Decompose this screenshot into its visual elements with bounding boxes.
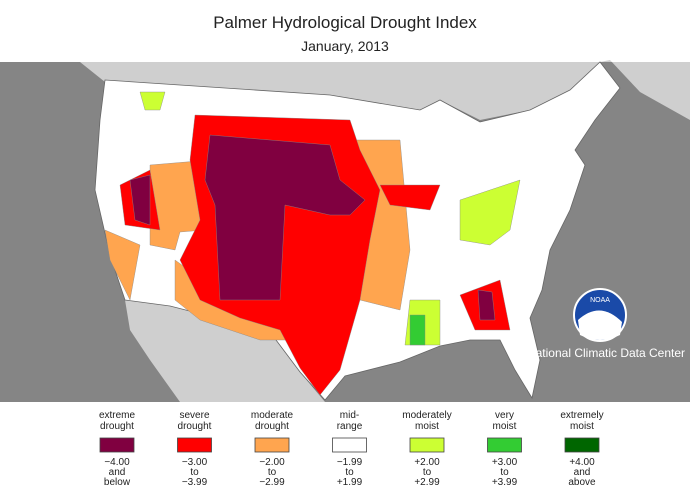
legend-swatch: [99, 437, 135, 453]
subtitle: January, 2013: [301, 38, 389, 54]
region-moderately-moist: [459, 179, 521, 246]
legend-label: extreme: [99, 410, 136, 421]
legend-range: +3.00: [492, 457, 518, 468]
legend-label: moist: [570, 421, 594, 432]
region-extreme: [204, 134, 366, 301]
legend-swatch: [332, 437, 367, 453]
legend-label: very: [495, 410, 514, 421]
legend-swatch: [564, 437, 600, 453]
legend-label: moderate: [251, 410, 294, 421]
legend-range: to: [345, 467, 354, 478]
legend-range: +1.99: [337, 477, 363, 488]
region-severe: [379, 184, 441, 211]
region-extreme: [477, 289, 496, 321]
legend-label: drought: [255, 421, 289, 432]
legend-range: −3.99: [182, 477, 208, 488]
legend-label: extremely: [560, 410, 603, 421]
legend-range: −1.99: [337, 457, 363, 468]
title: Palmer Hydrological Drought Index: [213, 13, 477, 32]
legend-range: −2.00: [259, 457, 285, 468]
legend-range: −4.00: [104, 457, 130, 468]
mexico: [125, 300, 325, 402]
legend-range: below: [104, 477, 131, 488]
legend-range: to: [268, 467, 277, 478]
legend-label: drought: [178, 421, 212, 432]
legend-range: and: [109, 467, 126, 478]
legend-range: −2.99: [259, 477, 285, 488]
map: NOAA National Climatic Data Center: [0, 60, 690, 402]
legend-range: +4.00: [569, 457, 595, 468]
noaa-logo: NOAA: [573, 288, 627, 342]
legend-range: +3.99: [492, 477, 518, 488]
legend-range: to: [423, 467, 432, 478]
legend-swatch: [254, 437, 290, 453]
legend-label: moderately: [402, 410, 451, 421]
canada: [80, 60, 690, 120]
legend-swatch: [177, 437, 212, 453]
region-very-moist: [409, 314, 426, 346]
credit: National Climatic Data Center: [527, 346, 685, 360]
legend-range: to: [500, 467, 509, 478]
legend-swatch: [409, 437, 445, 453]
logo-text: NOAA: [590, 297, 610, 304]
legend-range: −3.00: [182, 457, 208, 468]
legend-label: range: [337, 421, 363, 432]
legend-swatch: [487, 437, 522, 453]
legend-range: and: [574, 467, 591, 478]
legend: extremedrought−4.00andbelowseveredrought…: [99, 410, 604, 488]
region-moderately-moist: [139, 91, 166, 111]
legend-range: +2.00: [414, 457, 440, 468]
logo-wave: [578, 310, 622, 340]
legend-label: moist: [415, 421, 439, 432]
legend-label: severe: [179, 410, 209, 421]
legend-label: mid-: [340, 410, 359, 421]
legend-range: to: [190, 467, 199, 478]
legend-label: moist: [493, 421, 517, 432]
legend-range: above: [568, 477, 596, 488]
region-extreme: [129, 174, 151, 226]
drought-regions: [104, 91, 521, 396]
legend-label: drought: [100, 421, 134, 432]
legend-range: +2.99: [414, 477, 440, 488]
region-moderate: [104, 229, 141, 301]
